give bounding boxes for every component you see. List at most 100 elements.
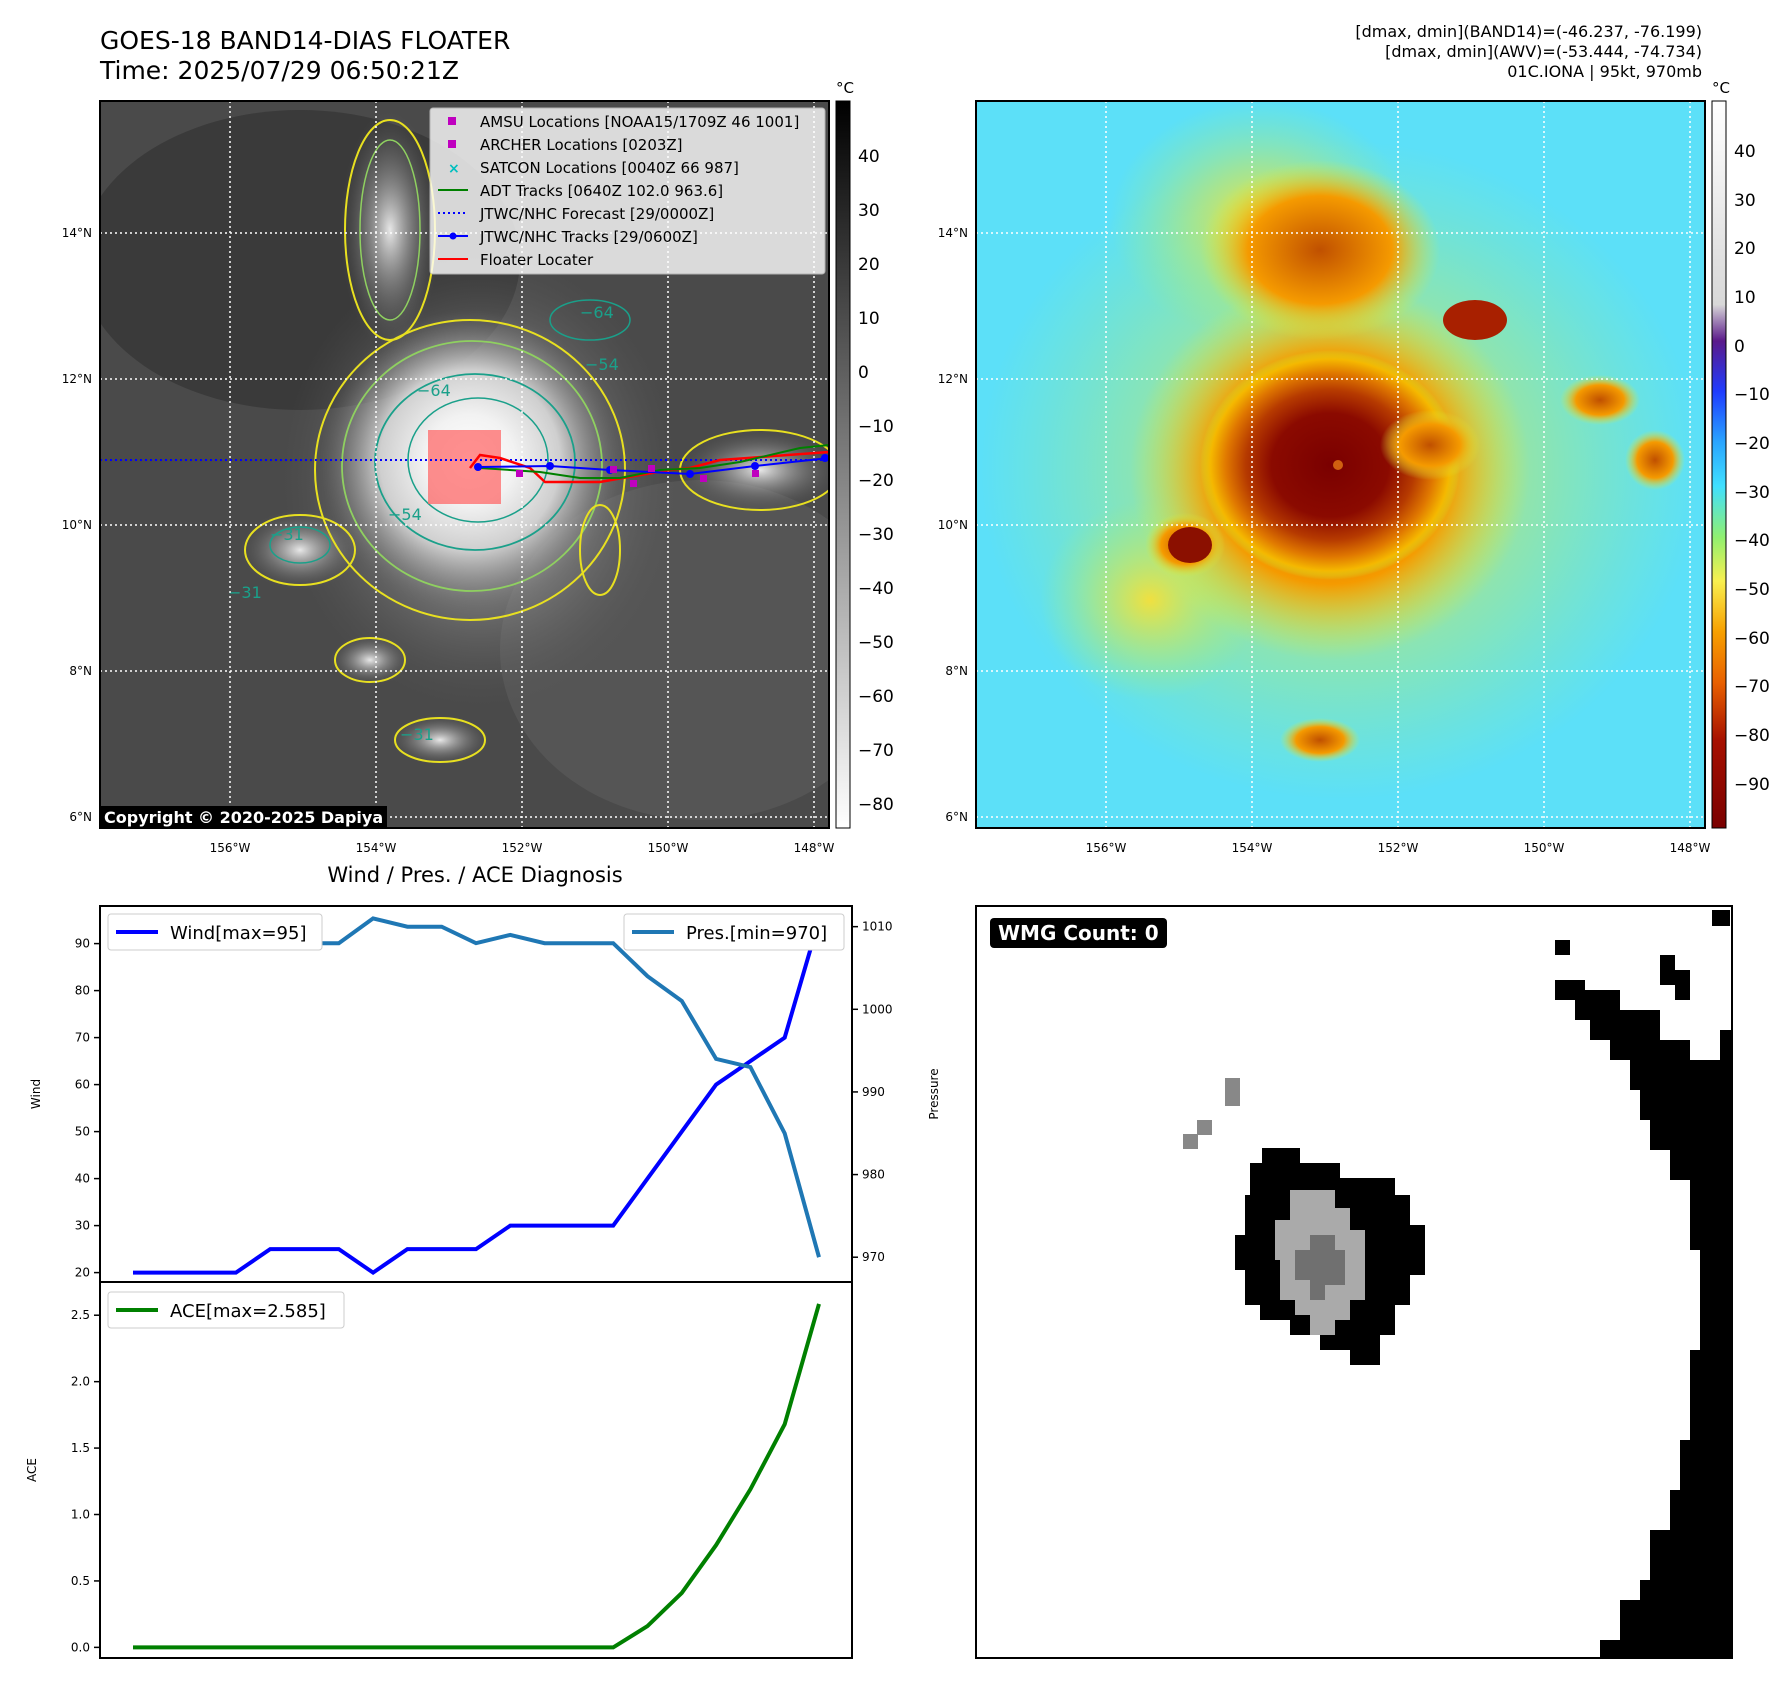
axis-tick-label: 1000 [862,1002,893,1016]
awv-lon-labels: 156°W 154°W 152°W 150°W 148°W [1086,841,1711,855]
contour-label: −54 [585,355,619,374]
contour-labels: −64 −54 −64 −31 −31 −31 −54 [228,303,619,744]
colorbar-tick: 40 [1734,142,1756,162]
wind-series-line [133,919,821,1276]
colorbar-tick: −30 [1734,483,1770,503]
lat-label: 14°N [938,226,968,240]
colorbar-tick: −10 [858,417,894,437]
axis-tick-label: 990 [862,1085,885,1099]
colorbar-tick: 10 [1734,288,1756,308]
legend-adt: ADT Tracks [0640Z 102.0 963.6] [480,182,723,200]
storm-tracks [100,430,829,504]
colorbar-tick: −70 [858,741,894,761]
colorbar-tick: −80 [1734,726,1770,746]
colorbar-tick: −90 [1734,775,1770,795]
ir-colorbar-ticks: 40 30 20 10 0 −10 −20 −30 −40 −50 −60 −7… [858,147,894,815]
awv-map-frame [975,100,1706,829]
lat-label: 12°N [938,372,968,386]
contour-label: −64 [417,381,451,400]
adt-track [479,444,829,479]
colorbar-tick: −80 [858,795,894,815]
ace-legend-label: ACE[max=2.585] [170,1301,326,1322]
awv-lat-labels: 14°N 12°N 10°N 8°N 6°N [938,226,968,824]
axis-tick-label: 1010 [862,920,893,934]
colorbar-tick: 20 [1734,239,1756,259]
awv-range: [dmax, dmin](AWV)=(-53.444, -74.734) [1385,42,1702,61]
ace-legend: ACE[max=2.585] [107,1291,345,1329]
copyright-label: Copyright © 2020-2025 Dapiya [100,806,388,829]
colorbar-tick: −40 [858,579,894,599]
legend-jtwc-tracks: JTWC/NHC Tracks [29/0600Z] [479,228,698,246]
wind-legend-label: Wind[max=95] [170,923,307,944]
map-title: GOES-18 BAND14-DIAS FLOATER [100,26,511,55]
legend-amsu: AMSU Locations [NOAA15/1709Z 46 1001] [480,113,799,131]
awv-colorbar-unit: °C [1712,79,1730,97]
axis-tick-label: 70 [75,1031,90,1045]
colorbar-tick: −30 [858,525,894,545]
awv-gridlines [976,101,1705,828]
ace-axis-label: ACE [25,1458,39,1482]
legend-archer: ARCHER Locations [0203Z] [480,136,683,154]
axis-tick-label: 90 [75,937,90,951]
axis-tick-label: 0.0 [71,1640,90,1654]
lat-label: 8°N [945,664,968,678]
axis-tick-label: 1.0 [71,1508,90,1522]
colorbar-tick: 10 [858,309,880,329]
axis-tick-label: 60 [75,1078,90,1092]
axis-tick-label: 0.5 [71,1574,90,1588]
wind-pressure-frame [99,905,853,1283]
colorbar-tick: −20 [1734,434,1770,454]
colorbar-tick: 30 [1734,191,1756,211]
lat-label: 12°N [62,372,92,386]
contour-label: −54 [388,505,422,524]
colorbar-tick: −20 [858,471,894,491]
wmg-grid [1183,910,1732,1658]
lat-label: 10°N [62,518,92,532]
lat-label: 6°N [945,810,968,824]
axis-tick-label: 30 [75,1219,90,1233]
axis-tick-label: 20 [75,1266,90,1280]
colorbar-tick: −60 [1734,629,1770,649]
lon-label: 156°W [210,841,251,855]
floater-track [469,450,829,484]
lon-label: 148°W [794,841,835,855]
ir-colorbar-unit: °C [836,79,854,97]
wmg-count-badge: WMG Count: 0 [990,918,1167,948]
lat-label: 8°N [69,664,92,678]
lat-label: 10°N [938,518,968,532]
svg-text:×: × [448,161,460,177]
ace-series-line [133,1303,821,1650]
lon-label: 148°W [1670,841,1711,855]
lat-label: 14°N [62,226,92,240]
lon-label: 156°W [1086,841,1127,855]
colorbar-tick: −10 [1734,385,1770,405]
colorbar-tick: −40 [1734,531,1770,551]
ace-ticks: 0.0 0.5 1.0 1.5 2.0 2.5 [71,1308,100,1654]
ir-legend: × AMSU Locations [NOAA15/1709Z 46 1001] … [429,107,826,275]
legend-jtwc-forecast: JTWC/NHC Forecast [29/0000Z] [479,205,714,223]
lat-label: 6°N [69,810,92,824]
axis-tick-label: 1.5 [71,1441,90,1455]
band14-range: [dmax, dmin](BAND14)=(-46.237, -76.199) [1355,22,1702,41]
diagnosis-title: Wind / Pres. / ACE Diagnosis [327,863,622,887]
axis-tick-label: 2.5 [71,1308,90,1322]
lon-label: 150°W [1524,841,1565,855]
axis-tick-label: 2.0 [71,1375,90,1389]
axis-tick-label: 980 [862,1168,885,1182]
pressure-legend: Pres.[min=970] [623,913,845,951]
colorbar-tick: −60 [858,687,894,707]
axis-tick-label: 80 [75,984,90,998]
lon-label: 154°W [356,841,397,855]
awv-imagery [976,101,1705,828]
wind-axis-label: Wind [29,1079,43,1109]
contour-label: −31 [400,725,434,744]
pressure-ticks: 970 980 990 1000 1010 [852,920,893,1264]
colorbar-tick: 0 [858,363,869,383]
pressure-legend-label: Pres.[min=970] [686,923,827,944]
ir-colorbar [835,100,851,829]
axis-tick-label: 970 [862,1250,885,1264]
colorbar-tick: 0 [1734,337,1745,357]
contour-label: −64 [580,303,614,322]
ir-lon-labels: 156°W 154°W 152°W 150°W 148°W [210,841,835,855]
